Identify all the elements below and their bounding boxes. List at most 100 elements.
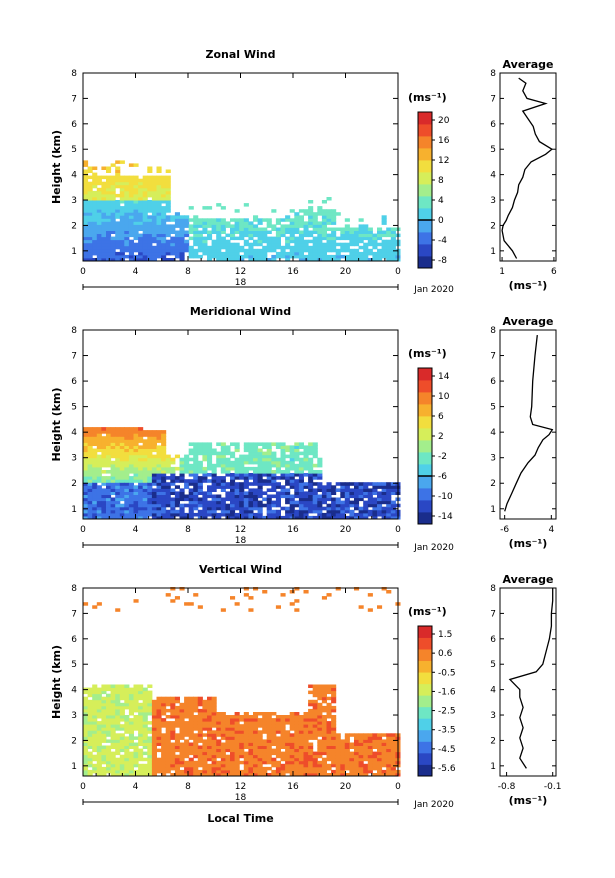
field-cell xyxy=(234,463,240,468)
field-cell xyxy=(253,757,259,762)
field-cell xyxy=(321,693,327,698)
field-cell xyxy=(179,224,185,228)
field-cell xyxy=(207,715,213,719)
field-cell xyxy=(156,463,162,468)
field-cell xyxy=(275,230,281,234)
field-cell xyxy=(133,708,139,713)
field-cell xyxy=(390,491,396,495)
field-cell xyxy=(220,503,226,508)
field-cell xyxy=(243,769,249,774)
field-cell xyxy=(161,248,167,253)
field-cell xyxy=(188,708,194,713)
field-cell xyxy=(308,233,314,238)
field-cell xyxy=(239,460,245,465)
field-cell xyxy=(289,497,295,502)
field-cell xyxy=(142,500,148,505)
field-cell xyxy=(289,451,295,456)
field-cell xyxy=(110,473,116,477)
field-cell xyxy=(285,445,291,449)
field-cell xyxy=(151,433,157,437)
field-cell xyxy=(197,769,203,774)
field-cell xyxy=(147,442,153,446)
field-cell xyxy=(165,736,171,740)
field-cell xyxy=(101,699,107,704)
field-cell xyxy=(220,245,226,250)
field-cell xyxy=(124,245,130,250)
field-cell xyxy=(243,745,249,749)
field-cell xyxy=(211,248,217,253)
field-cell xyxy=(289,733,295,737)
field-cell xyxy=(179,218,185,222)
colorbar-step xyxy=(418,184,432,197)
field-cell xyxy=(349,258,355,262)
field-cell xyxy=(326,239,332,244)
field-cell xyxy=(220,766,226,771)
field-cell xyxy=(326,715,332,719)
colorbar: (ms⁻¹)1.50.6-0.5-1.6-2.5-3.5-4.5-5.6 xyxy=(408,605,456,777)
field-cell xyxy=(262,239,268,244)
field-cell xyxy=(147,175,153,180)
field-cell xyxy=(133,190,139,195)
field-cell xyxy=(239,754,245,759)
field-cell xyxy=(280,224,286,228)
field-cell xyxy=(124,236,130,241)
field-cell xyxy=(207,485,213,489)
field-cell xyxy=(257,448,263,453)
field-cell xyxy=(211,742,217,746)
field-cell xyxy=(354,227,360,231)
field-cell xyxy=(124,730,130,734)
field-cell xyxy=(96,748,102,753)
field-cell xyxy=(133,705,139,710)
field-cell xyxy=(354,500,360,505)
field-cell xyxy=(363,485,369,489)
profile-x-tick-label: -0.8 xyxy=(498,782,516,792)
field-cell xyxy=(151,748,157,753)
field-cell xyxy=(96,708,102,713)
field-cell xyxy=(321,760,327,765)
field-cell xyxy=(83,690,89,695)
field-cell xyxy=(179,509,185,514)
field-cell xyxy=(275,236,281,241)
field-cell xyxy=(106,206,112,210)
field-cell xyxy=(106,693,112,698)
field-cell xyxy=(358,494,364,499)
field-cell xyxy=(363,751,369,756)
field-cell xyxy=(83,227,89,231)
field-cell xyxy=(197,512,203,517)
field-cell xyxy=(106,748,112,753)
field-cell xyxy=(216,730,222,734)
field-cell xyxy=(230,451,236,456)
field-cell xyxy=(96,463,102,468)
field-cell xyxy=(275,751,281,756)
field-cell xyxy=(119,506,125,511)
field-cell xyxy=(119,209,125,213)
field-cell xyxy=(161,436,167,440)
field-cell xyxy=(161,503,167,508)
field-cell xyxy=(115,221,121,225)
field-cell xyxy=(381,745,387,749)
field-cell xyxy=(253,739,259,743)
field-cell xyxy=(96,769,102,774)
field-cell xyxy=(367,739,373,743)
field-cell xyxy=(197,482,203,486)
date-label: 18 xyxy=(235,278,247,288)
field-cell xyxy=(174,708,180,713)
field-cell xyxy=(110,209,116,213)
field-cell xyxy=(83,727,89,731)
field-cell xyxy=(349,233,355,238)
field-cell xyxy=(110,760,116,765)
field-cell xyxy=(156,476,162,480)
field-cell xyxy=(83,482,89,486)
field-cell xyxy=(289,724,295,728)
field-cell xyxy=(377,605,383,609)
field-cell xyxy=(170,742,176,746)
field-cell xyxy=(179,721,185,725)
field-cell xyxy=(321,705,327,710)
field-cell xyxy=(92,690,98,695)
field-cell xyxy=(262,748,268,753)
field-cell xyxy=(243,742,249,746)
field-cell xyxy=(253,224,259,228)
field-cell xyxy=(156,727,162,731)
field-cell xyxy=(83,479,89,483)
field-cell xyxy=(225,254,231,259)
